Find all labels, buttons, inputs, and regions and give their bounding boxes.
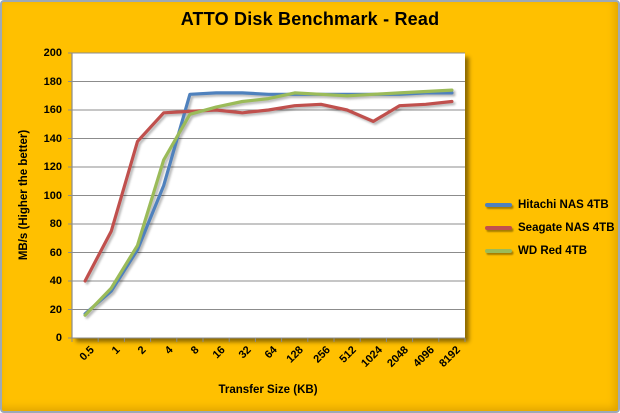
legend: Hitachi NAS 4TB Seagate NAS 4TB WD Red 4… [485, 193, 615, 262]
legend-line-swatch-hitachi [485, 202, 512, 207]
y-tick-label: 80 [49, 218, 62, 230]
y-tick-label: 0 [55, 332, 62, 344]
legend-label: Seagate NAS 4TB [518, 221, 615, 234]
y-tick-label: 60 [49, 246, 62, 259]
legend-item-seagate: Seagate NAS 4TB [485, 216, 615, 239]
series-line-wd-red-4tb [83, 88, 454, 317]
legend-item-wdred: WD Red 4TB [485, 239, 615, 262]
y-tick-label: 40 [49, 275, 62, 287]
y-tick-label: 180 [43, 75, 62, 88]
y-tick-label: 20 [49, 303, 62, 316]
legend-line-swatch-wdred [485, 248, 512, 253]
legend-label: Hitachi NAS 4TB [518, 198, 609, 211]
legend-line-swatch-seagate [485, 225, 512, 230]
y-tick-label: 160 [43, 104, 62, 116]
legend-item-hitachi: Hitachi NAS 4TB [485, 193, 615, 216]
series-line-seagate-nas-4tb [83, 99, 454, 283]
x-axis-title: Transfer Size (KB) [218, 384, 318, 396]
y-tick-label: 140 [43, 132, 62, 145]
legend-label: WD Red 4TB [518, 244, 587, 257]
y-tick-label: 100 [43, 189, 62, 202]
y-tick-label: 200 [43, 47, 62, 59]
chart-title: ATTO Disk Benchmark - Read [180, 9, 440, 29]
y-tick-label: 120 [43, 161, 62, 173]
series-lines [83, 88, 454, 317]
